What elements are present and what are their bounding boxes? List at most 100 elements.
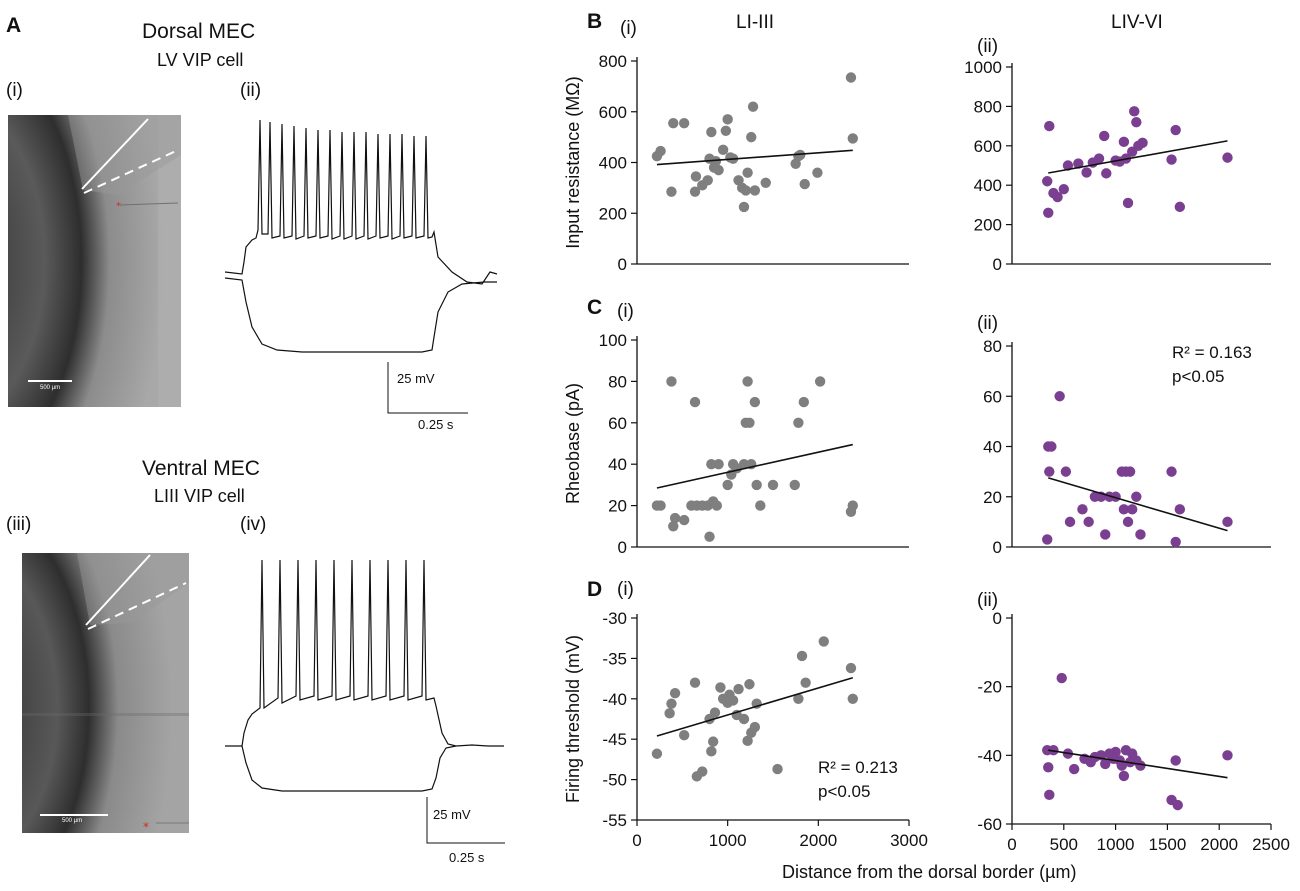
c-ii-y-tick-label: 40 [983, 438, 1002, 457]
c-i-point [742, 376, 753, 387]
dorsal-time-scale: 0.25 s [418, 417, 454, 432]
b-ii-point [1166, 154, 1177, 165]
c-ii-point [1131, 491, 1142, 502]
ventral-title: Ventral MEC [142, 457, 260, 480]
c-i-y-label: Rheobase (pA) [563, 383, 583, 504]
b-ii-y-tick-label: 600 [974, 137, 1002, 156]
d-i-y-tick-label: -50 [602, 771, 627, 790]
c-i-point [655, 500, 666, 511]
c-i-point [789, 479, 800, 491]
ventral-voltage-scale: 25 mV [433, 807, 471, 822]
c-i-point [669, 512, 681, 524]
c-i-y-tick-label: 60 [608, 414, 627, 433]
c-ii-fit-line [1048, 477, 1228, 532]
d-i-point [744, 679, 755, 690]
ventral-cell-marker: * [143, 820, 149, 833]
d-i-point [706, 746, 717, 757]
b-i-point [690, 171, 702, 182]
b-i-y-tick-label: 800 [599, 52, 627, 71]
label-d-ii: (ii) [977, 590, 999, 611]
panel-letter-b: B [587, 10, 603, 33]
c-i-point [798, 396, 810, 408]
c-ii-point [1122, 516, 1134, 528]
ventral-micrograph: * 500 µm [22, 553, 189, 833]
dorsal-subtitle: LV VIP cell [157, 50, 244, 70]
label-a-iii: (iii) [6, 514, 32, 535]
b-ii-point [1062, 160, 1074, 171]
label-a-ii: (ii) [240, 80, 262, 101]
b-i-point [655, 145, 666, 157]
b-ii-point [1137, 137, 1148, 149]
shared-x-axis-label: Distance from the dorsal border (µm) [782, 862, 1077, 882]
b-ii-y-tick-label: 1000 [964, 58, 1002, 77]
b-ii-point [1052, 191, 1063, 203]
b-i-point [738, 201, 750, 213]
column-header-left: LI-III [736, 12, 775, 33]
d-ii-x-tick-label: 1000 [1097, 835, 1135, 854]
b-i-point [706, 126, 717, 138]
c-i-y-tick-label: 80 [608, 372, 627, 391]
b-i-fit-line [656, 149, 853, 166]
d-ii-y-tick-label: -20 [977, 678, 1002, 697]
c-i-fit-line [656, 443, 853, 489]
d-i-point [793, 693, 804, 704]
b-i-point [722, 114, 733, 125]
b-i-point [845, 72, 857, 83]
b-ii-y-tick-label: 800 [974, 97, 1002, 116]
label-a-i: (i) [6, 80, 23, 101]
d-ii-point [1172, 799, 1183, 811]
c-i-point [722, 479, 733, 491]
label-c-ii: (ii) [977, 313, 999, 334]
dorsal-trace-scalebar [387, 362, 468, 414]
b-i-point [746, 131, 757, 143]
b-i-point [799, 178, 810, 190]
d-i-y-tick-label: -55 [602, 811, 627, 830]
b-ii-point [1058, 183, 1070, 195]
d-i-x-tick-label: 1000 [709, 831, 747, 850]
b-i-point [717, 144, 729, 156]
b-ii-point [1081, 167, 1092, 178]
d-i-point [742, 735, 753, 747]
ventral-trace-scalebar [426, 797, 505, 844]
d-ii-fit-line [1048, 749, 1228, 779]
c-i-point [755, 500, 766, 511]
b-ii-point [1043, 207, 1054, 218]
dorsal-scale-text: 500 µm [40, 385, 61, 391]
c-i-y-tick-label: 40 [608, 455, 627, 474]
d-i-point [800, 677, 811, 688]
d-ii-point [1100, 758, 1111, 770]
label-c-i: (i) [617, 301, 634, 322]
b-i-y-tick-label: 600 [599, 103, 627, 122]
b-i-point [689, 186, 701, 197]
panel-letter-d: D [587, 578, 603, 601]
c-i-point [689, 396, 701, 408]
d-i-point [749, 721, 761, 733]
b-i-point [678, 117, 690, 129]
c-ii-p: p<0.05 [1172, 367, 1225, 386]
c-ii-point [1166, 466, 1177, 477]
ventral-scale-text: 500 µm [62, 818, 83, 824]
b-i-point [812, 167, 823, 178]
d-i-point [678, 729, 690, 741]
c-i-point [711, 500, 722, 511]
b-ii-point [1122, 197, 1134, 209]
d-i-r2: R² = 0.213 [818, 758, 898, 777]
dorsal-micrograph: * 500 µm [8, 115, 181, 407]
d-i-point [664, 708, 675, 719]
c-i-y-tick-label: 100 [599, 331, 627, 350]
d-ii-x-tick-label: 0 [1007, 835, 1016, 854]
c-ii-stats: R² = 0.163 p<0.05 [1172, 341, 1252, 389]
c-i-point [706, 459, 717, 470]
d-ii-point [1110, 746, 1121, 758]
c-ii-point [1174, 504, 1186, 515]
d-i-point [697, 766, 708, 777]
c-i-y-tick-label: 20 [608, 497, 627, 516]
c-i-point [847, 500, 858, 511]
panel-letter-c: C [587, 296, 603, 319]
c-i-point [767, 479, 779, 491]
b-i-point [710, 156, 722, 167]
b-ii-point [1129, 106, 1140, 117]
c-ii-point [1100, 529, 1111, 540]
d-i-point [707, 736, 719, 747]
c-ii-y-tick-label: 60 [983, 387, 1002, 406]
